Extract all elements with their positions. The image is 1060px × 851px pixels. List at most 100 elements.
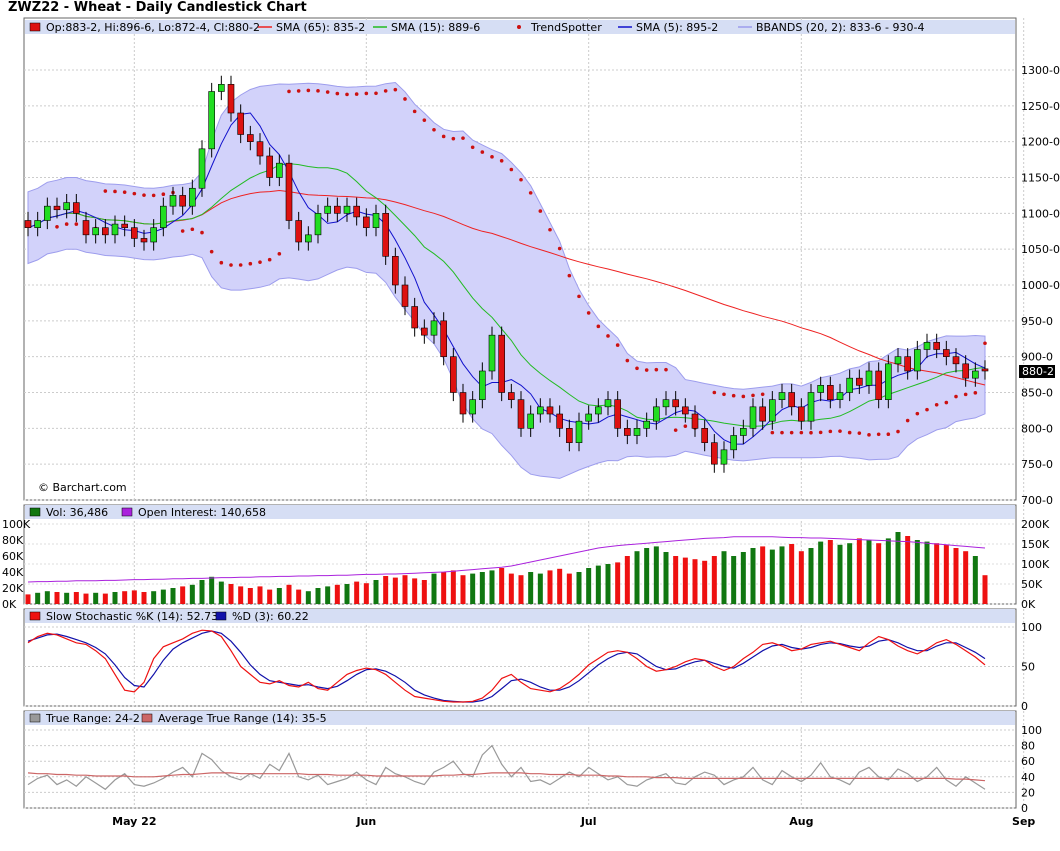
- candle-body[interactable]: [102, 227, 109, 236]
- candle-body[interactable]: [363, 216, 370, 228]
- volume-bar[interactable]: [363, 583, 369, 604]
- candle-body[interactable]: [672, 399, 679, 408]
- candle-body[interactable]: [972, 370, 979, 379]
- volume-bar[interactable]: [731, 556, 737, 604]
- candle-body[interactable]: [846, 377, 853, 393]
- candle-body[interactable]: [237, 112, 244, 135]
- volume-bar[interactable]: [557, 568, 563, 604]
- candle-body[interactable]: [643, 420, 650, 429]
- candle-body[interactable]: [720, 449, 728, 465]
- candle-body[interactable]: [160, 205, 167, 228]
- candle-body[interactable]: [759, 406, 766, 422]
- candle-body[interactable]: [218, 84, 225, 92]
- candle-body[interactable]: [140, 238, 148, 243]
- volume-bar[interactable]: [972, 556, 978, 604]
- volume-bar[interactable]: [673, 556, 679, 604]
- candle-body[interactable]: [334, 205, 341, 214]
- volume-bar[interactable]: [769, 549, 775, 604]
- candle-body[interactable]: [459, 392, 467, 415]
- volume-bar[interactable]: [218, 581, 224, 604]
- volume-bar[interactable]: [827, 540, 833, 604]
- candle-body[interactable]: [121, 223, 128, 228]
- volume-bar[interactable]: [895, 532, 901, 604]
- volume-bar[interactable]: [73, 592, 79, 604]
- candle-body[interactable]: [827, 385, 834, 400]
- volume-bar[interactable]: [479, 572, 485, 604]
- candle-body[interactable]: [82, 220, 90, 236]
- volume-bar[interactable]: [431, 573, 437, 604]
- volume-bar[interactable]: [953, 548, 959, 604]
- candle-body[interactable]: [807, 392, 815, 422]
- candle-body[interactable]: [614, 399, 621, 429]
- volume-bar[interactable]: [721, 551, 727, 604]
- candle-body[interactable]: [595, 406, 602, 415]
- volume-bar[interactable]: [421, 580, 427, 604]
- candle-body[interactable]: [527, 413, 534, 429]
- candle-body[interactable]: [208, 91, 215, 150]
- candle-body[interactable]: [324, 205, 331, 214]
- candle-body[interactable]: [401, 284, 409, 307]
- candle-body[interactable]: [817, 385, 824, 393]
- candle-body[interactable]: [566, 428, 573, 443]
- volume-bar[interactable]: [508, 573, 514, 604]
- volume-bar[interactable]: [286, 584, 292, 604]
- candle-body[interactable]: [247, 134, 254, 142]
- candle-body[interactable]: [604, 399, 612, 408]
- volume-bar[interactable]: [441, 572, 447, 604]
- volume-bar[interactable]: [644, 548, 650, 604]
- candle-body[interactable]: [63, 202, 70, 211]
- volume-bar[interactable]: [228, 584, 234, 604]
- volume-bar[interactable]: [798, 551, 804, 604]
- volume-bar[interactable]: [267, 589, 273, 604]
- volume-bar[interactable]: [141, 592, 147, 604]
- candle-body[interactable]: [894, 356, 902, 365]
- candle-body[interactable]: [875, 370, 882, 400]
- candle-body[interactable]: [836, 392, 844, 400]
- volume-bar[interactable]: [35, 592, 41, 604]
- volume-bar[interactable]: [624, 556, 630, 604]
- volume-bar[interactable]: [325, 586, 331, 604]
- volume-bar[interactable]: [112, 592, 118, 604]
- volume-bar[interactable]: [547, 570, 553, 604]
- volume-bar[interactable]: [334, 584, 340, 604]
- candle-body[interactable]: [73, 202, 80, 214]
- candle-body[interactable]: [392, 256, 399, 286]
- candle-body[interactable]: [111, 223, 119, 236]
- volume-bar[interactable]: [586, 568, 592, 604]
- volume-bar[interactable]: [276, 588, 282, 604]
- volume-bar[interactable]: [460, 575, 466, 604]
- volume-bar[interactable]: [180, 586, 186, 604]
- candle-body[interactable]: [189, 187, 196, 207]
- volume-bar[interactable]: [151, 591, 157, 604]
- volume-bar[interactable]: [64, 592, 70, 604]
- volume-bar[interactable]: [412, 578, 418, 604]
- candle-body[interactable]: [469, 399, 476, 415]
- candle-body[interactable]: [943, 349, 950, 357]
- candle-body[interactable]: [198, 148, 206, 189]
- candle-body[interactable]: [914, 349, 921, 372]
- candle-body[interactable]: [498, 334, 505, 393]
- candle-body[interactable]: [556, 413, 563, 429]
- volume-bar[interactable]: [102, 593, 108, 604]
- candle-body[interactable]: [430, 320, 438, 336]
- candle-body[interactable]: [266, 155, 273, 178]
- candle-body[interactable]: [488, 334, 496, 372]
- candle-body[interactable]: [633, 428, 641, 436]
- volume-bar[interactable]: [315, 588, 321, 604]
- volume-bar[interactable]: [160, 589, 166, 604]
- candle-body[interactable]: [372, 213, 380, 228]
- candle-body[interactable]: [411, 306, 418, 329]
- candle-body[interactable]: [353, 205, 360, 218]
- candle-body[interactable]: [546, 406, 554, 415]
- volume-bar[interactable]: [750, 548, 756, 604]
- candle-body[interactable]: [479, 370, 486, 400]
- candle-body[interactable]: [769, 399, 776, 422]
- candle-body[interactable]: [711, 442, 718, 465]
- candle-body[interactable]: [885, 363, 892, 400]
- volume-bar[interactable]: [808, 548, 814, 604]
- volume-bar[interactable]: [209, 576, 215, 604]
- candle-body[interactable]: [749, 406, 757, 429]
- candle-body[interactable]: [24, 220, 32, 228]
- volume-bar[interactable]: [305, 591, 311, 604]
- volume-bar[interactable]: [914, 540, 920, 604]
